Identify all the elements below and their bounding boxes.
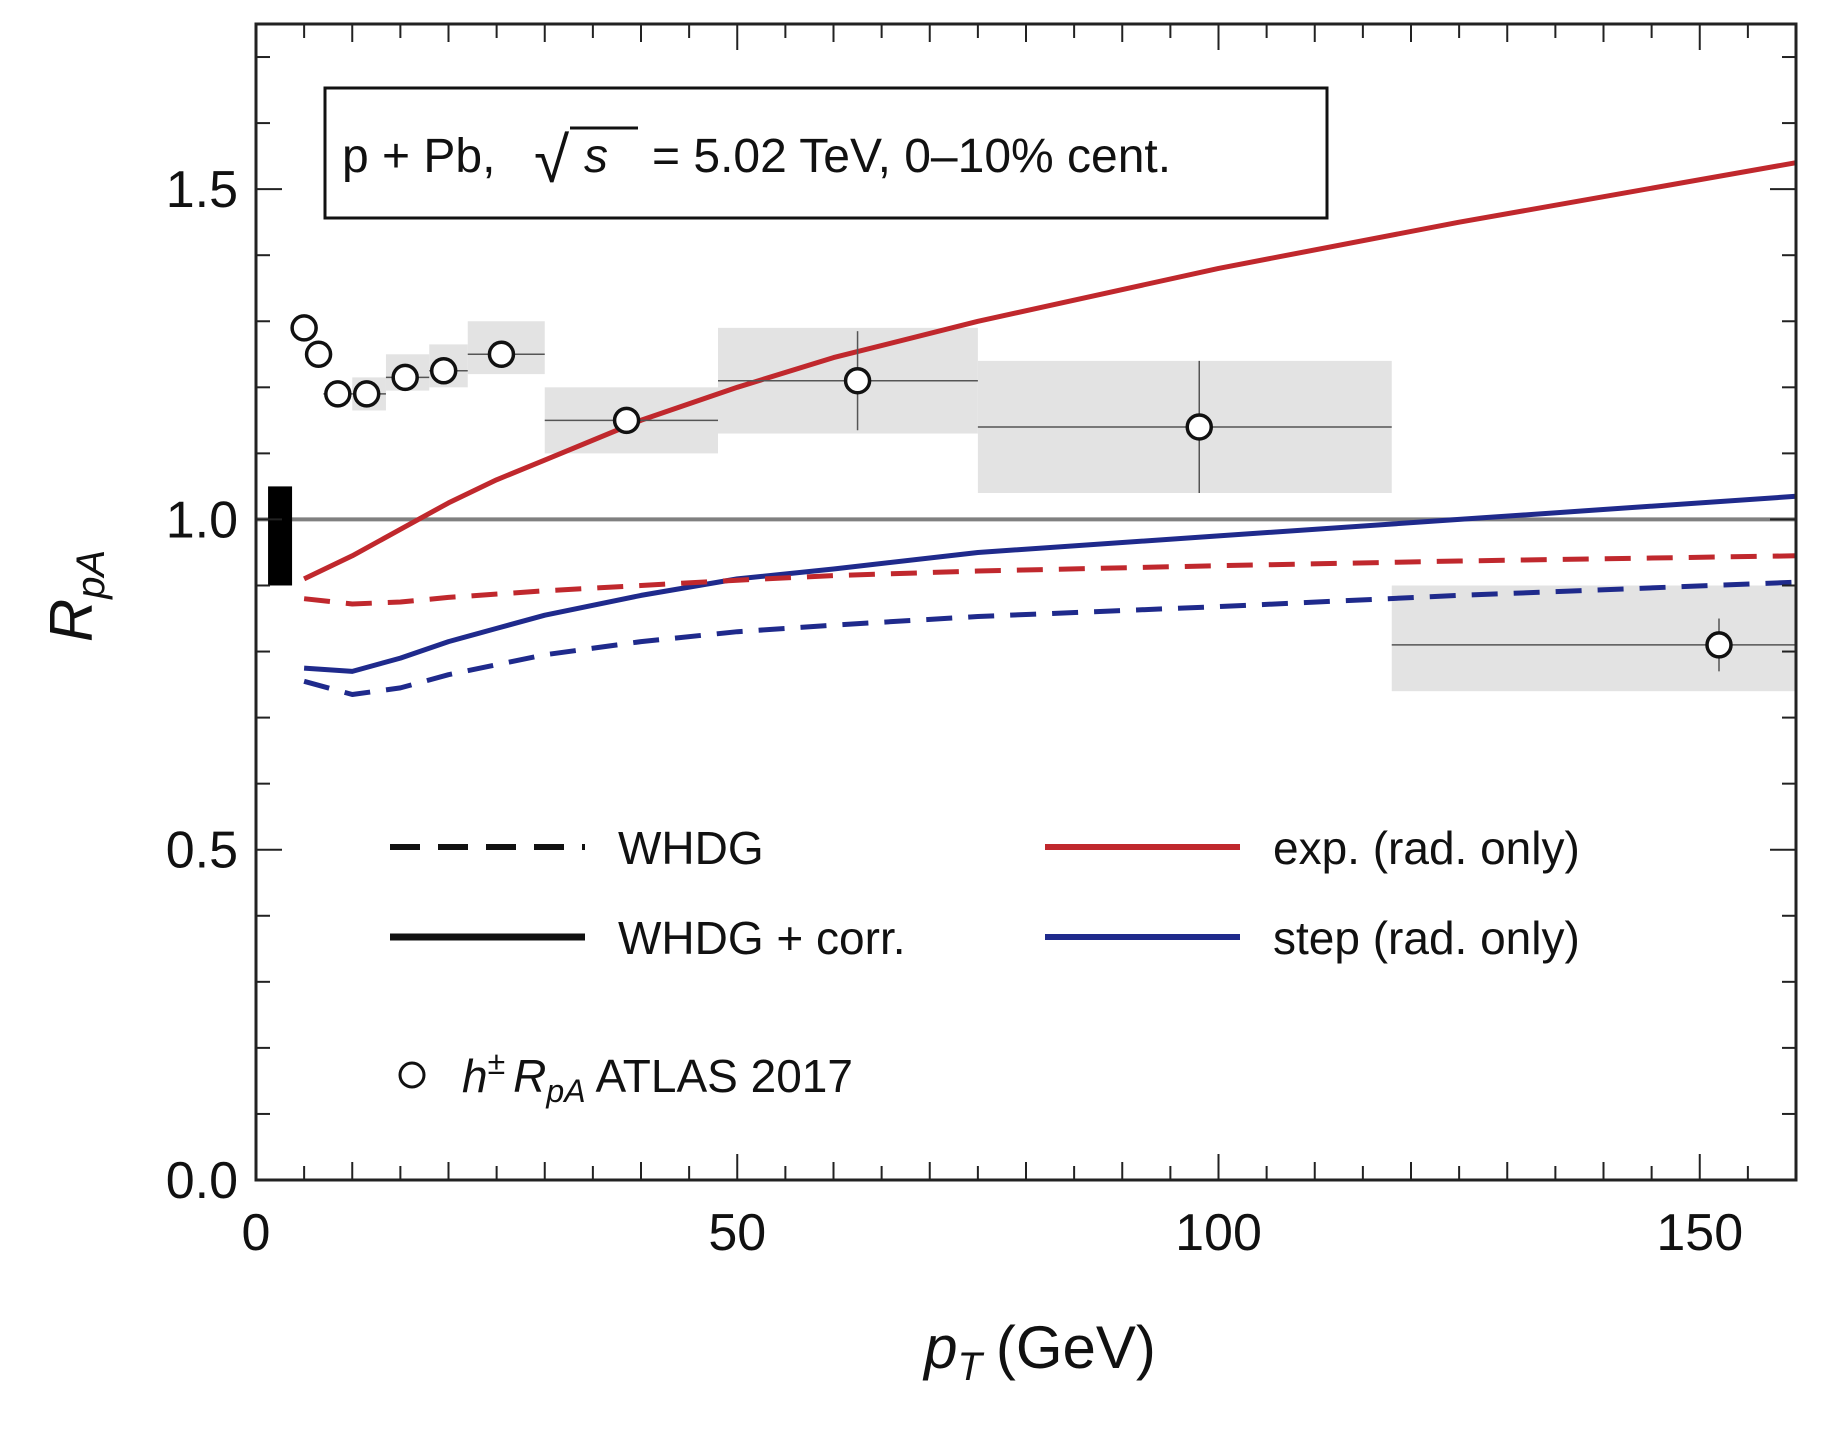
x-tick-label-0: 0 — [242, 1204, 271, 1262]
data-point-9 — [1185, 413, 1213, 441]
y-tick-label-1: 0.5 — [166, 822, 238, 880]
sqrt-argument: s — [584, 130, 608, 183]
legend-label-exp: exp. (rad. only) — [1273, 822, 1580, 874]
x-tick-label-150: 150 — [1656, 1204, 1743, 1262]
legend-label-whdg-corr: WHDG + corr. — [618, 912, 906, 964]
y-axis-title: RpA — [38, 550, 113, 642]
legend-circle-marker — [398, 1061, 426, 1089]
series-line-step_whdg — [303, 579, 1797, 697]
y-tick-label-3: 1.5 — [166, 161, 238, 219]
annotation-prefix: p + Pb, — [342, 130, 495, 183]
data-point-7 — [612, 406, 641, 435]
data-point-1 — [304, 340, 333, 369]
normalization-band — [268, 486, 293, 586]
data-point-5 — [429, 357, 458, 385]
data-point-0 — [290, 314, 318, 342]
svg-text:p + Pb,: p + Pb, — [342, 130, 495, 183]
data-point-6 — [487, 340, 516, 369]
x-tick-label-50: 50 — [708, 1204, 766, 1262]
data-point-8 — [843, 366, 872, 395]
systematic-boxes-layer — [352, 321, 1796, 692]
series-line-step_corr — [303, 493, 1797, 674]
data-points-layer — [290, 314, 1796, 672]
series-line-exp_whdg — [303, 553, 1797, 607]
sys-box-10 — [1391, 585, 1796, 692]
sqrt-symbol: √ — [534, 124, 570, 196]
data-point-2 — [324, 380, 352, 408]
annotation-suffix: = 5.02 TeV, 0–10% cent. — [652, 130, 1171, 183]
x-tick-label-100: 100 — [1175, 1204, 1262, 1262]
annotation-box: p + Pb, √ s = 5.02 TeV, 0–10% cent. — [323, 86, 1329, 220]
axes-layer: 0 50 100 150 0.0 0.5 1.0 1.5 — [166, 22, 1798, 1262]
data-point-3 — [352, 380, 381, 408]
x-axis-title: pT (GeV) — [922, 1314, 1156, 1389]
y-tick-label-2: 1.0 — [166, 491, 238, 549]
legend: WHDG WHDG + corr. exp. (rad. only) step … — [390, 822, 1580, 1109]
legend-label-whdg: WHDG — [618, 822, 764, 874]
legend-label-step: step (rad. only) — [1273, 912, 1580, 964]
data-point-10 — [1705, 631, 1733, 659]
legend-label-atlas: h± RpA ATLAS 2017 — [462, 1045, 853, 1109]
reference-layer — [256, 486, 1796, 586]
y-tick-label-0: 0.0 — [166, 1152, 238, 1210]
data-point-4 — [391, 363, 419, 392]
